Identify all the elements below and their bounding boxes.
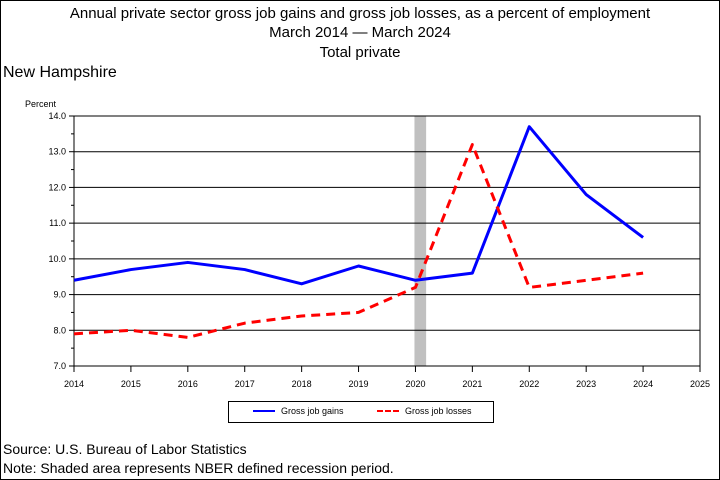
x-tick-label: 2021	[462, 379, 482, 389]
y-tick-label: 13.0	[48, 147, 66, 157]
x-tick-label: 2025	[690, 379, 710, 389]
chart-title: Annual private sector gross job gains an…	[69, 5, 651, 22]
legend-swatch-gains	[253, 410, 275, 412]
legend-swatch-losses	[377, 410, 399, 412]
source-note: Source: U.S. Bureau of Labor Statistics	[3, 441, 247, 457]
x-tick-label: 2024	[633, 379, 653, 389]
series-line-gross-job-losses	[73, 143, 644, 339]
x-tick-label: 2017	[235, 379, 255, 389]
x-tick-label: 2020	[405, 379, 425, 389]
chart-industry: Total private	[319, 44, 401, 61]
y-tick-label: 8.0	[53, 325, 66, 335]
y-tick-label: 14.0	[48, 111, 66, 121]
region-label: New Hampshire	[3, 64, 117, 81]
x-tick-label: 2015	[121, 379, 141, 389]
recession-shading	[414, 116, 427, 366]
y-tick-label: 12.0	[48, 182, 66, 192]
plot-area	[73, 115, 701, 367]
x-tick-label: 2014	[64, 379, 84, 389]
y-tick-label: 11.0	[49, 218, 66, 228]
x-tick-label: 2019	[349, 379, 369, 389]
x-tick-label: 2016	[178, 379, 198, 389]
legend-label-losses: Gross job losses	[405, 406, 472, 416]
series-line-gross-job-gains	[73, 125, 644, 286]
recession-note: Note: Shaded area represents NBER define…	[3, 460, 394, 476]
chart-date-range: March 2014 — March 2024	[269, 24, 451, 41]
y-axis-label: Percent	[25, 99, 57, 109]
legend: Gross job gains Gross job losses	[228, 401, 494, 423]
legend-item-losses: Gross job losses	[377, 406, 472, 416]
y-tick-label: 10.0	[48, 254, 66, 264]
x-tick-label: 2023	[576, 379, 596, 389]
y-tick-label: 7.0	[53, 361, 66, 371]
x-tick-label: 2018	[292, 379, 312, 389]
legend-label-gains: Gross job gains	[281, 406, 344, 416]
legend-item-gains: Gross job gains	[253, 406, 344, 416]
y-tick-label: 9.0	[53, 290, 66, 300]
x-tick-label: 2022	[519, 379, 539, 389]
